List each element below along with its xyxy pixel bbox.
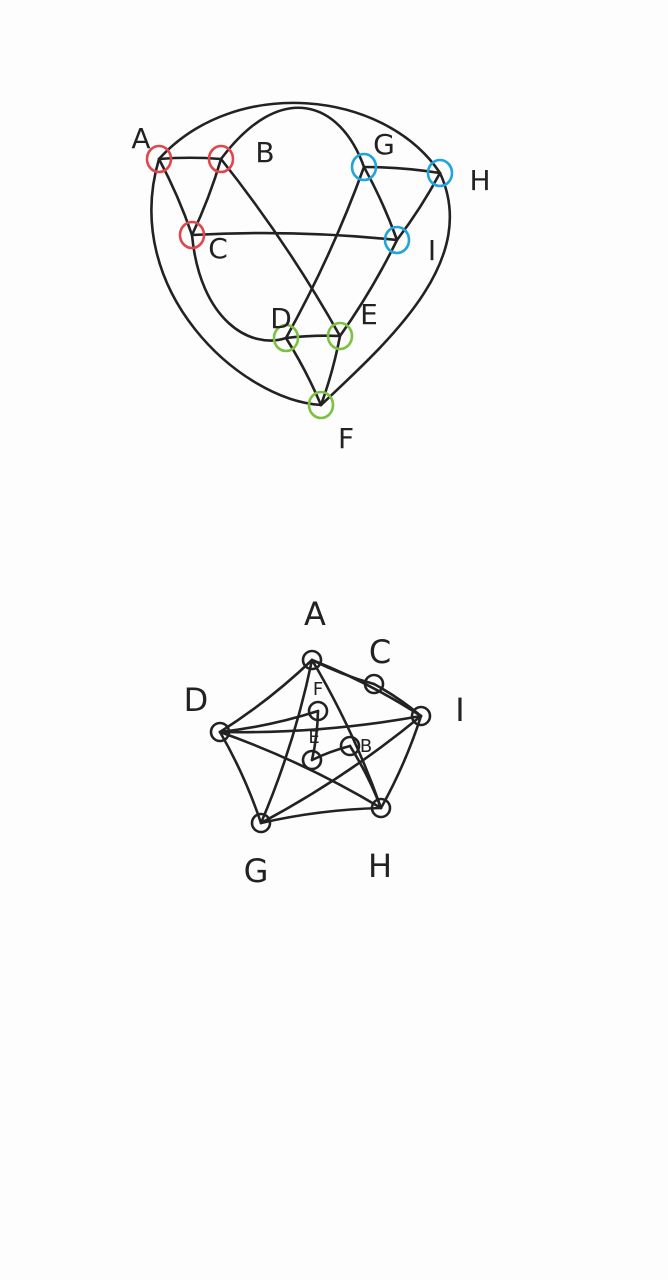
top-edge-b-g bbox=[219, 106, 366, 169]
bottom-edge-a-g bbox=[259, 658, 314, 825]
bottom-node-label-d: D bbox=[184, 681, 209, 719]
top-node-b bbox=[207, 144, 235, 174]
bottom-edge-b-h bbox=[348, 744, 383, 810]
top-node-e bbox=[326, 321, 354, 351]
top-edge-b-e bbox=[219, 157, 342, 338]
top-node-label-b: B bbox=[255, 136, 274, 169]
top-node-i bbox=[383, 225, 411, 255]
bottom-edge-c-a bbox=[310, 658, 376, 686]
top-node-label-d: D bbox=[270, 302, 292, 335]
top-node-label-g: G bbox=[373, 128, 395, 161]
bottom-node-label-c: C bbox=[369, 633, 391, 671]
top-node-label-h: H bbox=[469, 164, 490, 197]
top-node-a bbox=[145, 144, 173, 174]
bottom-edge-i-d bbox=[218, 714, 423, 734]
top-edge-a-f bbox=[150, 157, 323, 407]
bottom-node-i bbox=[410, 705, 432, 727]
bottom-node-f bbox=[307, 700, 329, 722]
bottom-edge-a-d bbox=[218, 658, 314, 734]
top-graph: A B C G H I D E F bbox=[131, 101, 491, 455]
top-node-label-e: E bbox=[360, 298, 378, 331]
bottom-node-d bbox=[209, 721, 231, 743]
bottom-edge-d-h bbox=[218, 730, 383, 810]
bottom-node-label-h: H bbox=[368, 847, 392, 885]
bottom-edge-e-b bbox=[310, 744, 352, 762]
bottom-node-g bbox=[250, 812, 272, 834]
top-edge-a-h bbox=[157, 101, 442, 175]
top-node-label-f: F bbox=[338, 422, 354, 455]
bottom-node-c bbox=[363, 673, 385, 695]
top-node-label-c: C bbox=[208, 232, 228, 265]
top-edge-a-b bbox=[157, 156, 223, 161]
bottom-graph: A C I H G D F E B bbox=[184, 595, 465, 890]
bottom-edge-f-d bbox=[218, 709, 320, 734]
top-node-label-i: I bbox=[428, 234, 436, 267]
bottom-edge-g-h bbox=[259, 806, 383, 825]
top-node-d bbox=[272, 323, 300, 353]
top-edge-a-c bbox=[157, 157, 194, 237]
top-edge-g-i bbox=[362, 165, 399, 242]
bottom-edge-c-i bbox=[372, 682, 423, 718]
top-node-f bbox=[307, 390, 335, 420]
bottom-node-label-g: G bbox=[244, 852, 269, 890]
bottom-node-label-e: E bbox=[308, 727, 319, 748]
bottom-node-e bbox=[301, 749, 323, 771]
top-edge-g-h bbox=[362, 165, 442, 175]
bottom-edge-i-h bbox=[379, 714, 423, 810]
top-edge-h-f bbox=[319, 171, 452, 407]
bottom-node-a bbox=[301, 649, 323, 671]
bottom-edge-d-g bbox=[218, 730, 263, 825]
top-edge-c-i bbox=[190, 231, 399, 242]
bottom-edge-f-e bbox=[310, 709, 320, 762]
top-edge-h-i bbox=[395, 171, 442, 242]
top-edge-b-c bbox=[190, 157, 223, 237]
top-edge-d-e bbox=[284, 334, 342, 340]
top-edge-d-f bbox=[284, 336, 323, 407]
top-edge-e-f bbox=[319, 334, 342, 407]
bottom-node-b bbox=[339, 735, 361, 757]
bottom-node-label-i: I bbox=[455, 691, 464, 729]
top-node-g bbox=[350, 152, 378, 182]
bottom-edge-i-g bbox=[259, 714, 423, 825]
top-edge-g-d bbox=[284, 165, 366, 340]
bottom-node-label-f: F bbox=[313, 679, 323, 700]
bottom-node-h bbox=[370, 797, 392, 819]
top-node-h bbox=[426, 158, 454, 188]
top-node-c bbox=[178, 220, 206, 250]
bottom-node-label-a: A bbox=[304, 595, 326, 633]
bottom-node-label-b: B bbox=[360, 736, 372, 757]
top-edge-c-d bbox=[190, 233, 288, 342]
top-node-label-a: A bbox=[131, 122, 150, 155]
